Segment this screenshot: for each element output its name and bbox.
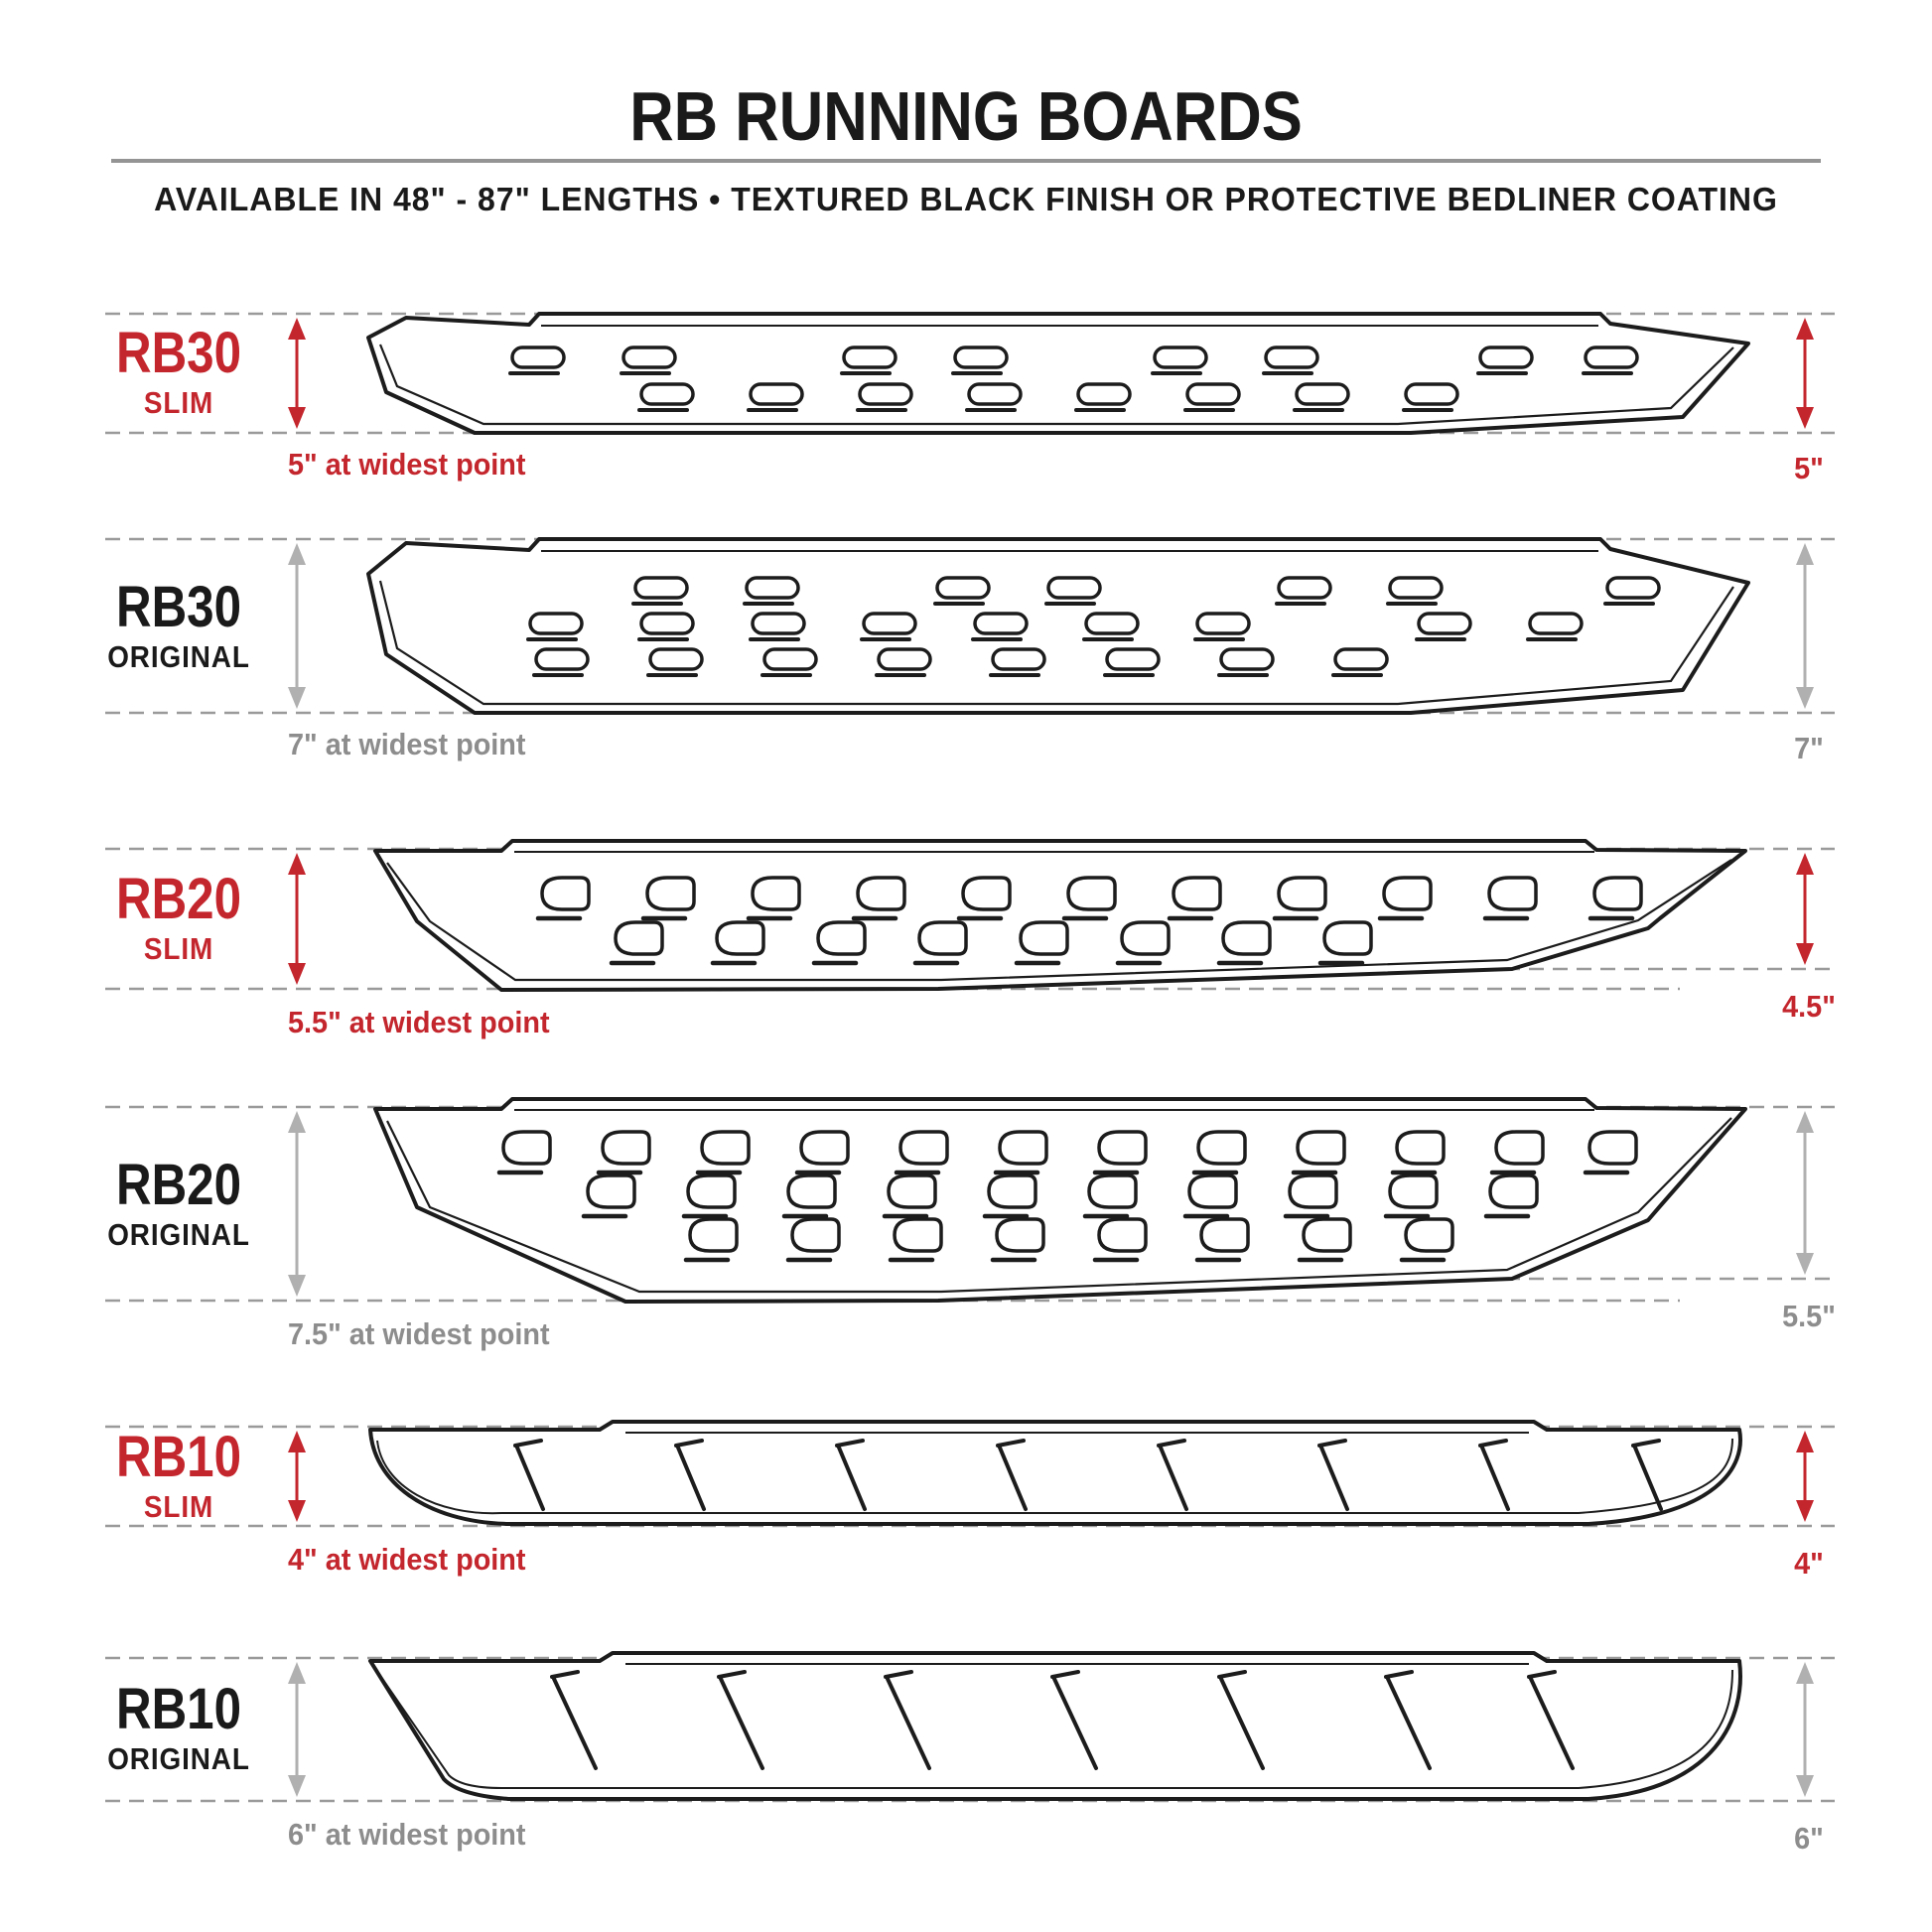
width-note-left-rb10-original: 6" at widest point [288,1817,526,1852]
board-rb20-original [373,1097,1747,1304]
page-title: RB RUNNING BOARDS [629,77,1303,155]
model-name: RB20 [115,867,242,931]
variant-name: SLIM [143,385,214,421]
width-note-left-rb20-original: 7.5" at widest point [288,1316,550,1351]
variant-name: SLIM [143,1489,214,1525]
row-label-rb30-slim: RB30 SLIM [69,321,288,421]
dimension-arrows [288,318,1814,429]
row-label-rb10-slim: RB10 SLIM [69,1425,288,1525]
width-note-right-rb10-slim: 4" [1794,1546,1824,1581]
page-subtitle: AVAILABLE IN 48" - 87" LENGTHS • TEXTURE… [154,181,1778,217]
row-board-rb30-slim [105,312,1835,435]
width-note-right-rb30-original: 7" [1794,731,1824,765]
width-note-left-rb30-slim: 5" at widest point [288,447,526,482]
row-board-rb20-original [105,1097,1835,1304]
width-note-right-rb20-original: 5.5" [1782,1299,1836,1333]
width-note-left-rb20-slim: 5.5" at widest point [288,1005,550,1039]
row-board-rb20-slim [105,839,1835,992]
width-note-right-rb10-original: 6" [1794,1821,1824,1856]
model-name: RB30 [115,575,242,639]
variant-name: ORIGINAL [107,639,250,675]
variant-name: ORIGINAL [107,1741,250,1777]
title-divider [111,159,1821,163]
width-note-left-rb30-original: 7" at widest point [288,727,526,761]
dimension-arrows [288,1662,1814,1797]
row-board-rb10-original [105,1651,1835,1803]
width-note-right-rb30-slim: 5" [1794,451,1824,485]
dimension-arrows [288,543,1814,709]
board-rb10-slim [368,1420,1742,1526]
row-board-rb30-original [105,537,1835,715]
row-board-rb10-slim [105,1420,1835,1528]
row-label-rb20-original: RB20 ORIGINAL [69,1153,288,1253]
width-note-left-rb10-slim: 4" at widest point [288,1542,526,1577]
model-name: RB30 [115,321,242,385]
model-name: RB10 [115,1677,242,1741]
board-rb20-slim [373,839,1747,992]
row-label-rb30-original: RB30 ORIGINAL [69,575,288,675]
board-rb30-original [366,537,1750,715]
row-label-rb20-slim: RB20 SLIM [69,867,288,967]
dimension-arrows [288,853,1814,985]
dimension-arrows [288,1111,1814,1297]
dimension-arrows [288,1431,1814,1522]
variant-name: SLIM [143,931,214,967]
model-name: RB20 [115,1153,242,1217]
board-rb30-slim [366,312,1750,435]
width-note-right-rb20-slim: 4.5" [1782,989,1836,1024]
model-name: RB10 [115,1425,242,1489]
row-label-rb10-original: RB10 ORIGINAL [69,1677,288,1777]
board-rb10-original [368,1651,1742,1801]
variant-name: ORIGINAL [107,1217,250,1253]
